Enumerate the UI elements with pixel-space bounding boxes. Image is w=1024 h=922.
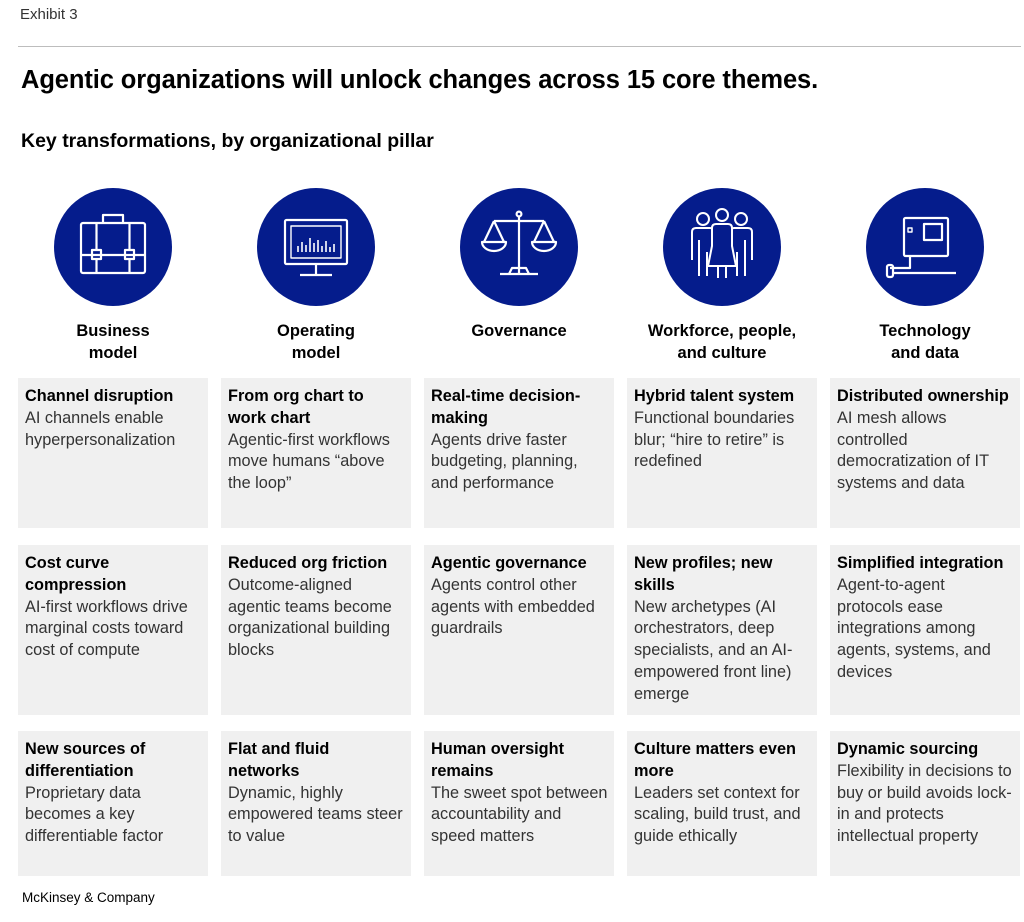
theme-cell: Reduced org friction Outcome-aligned age… xyxy=(221,545,411,715)
monitor-chart-icon xyxy=(257,188,375,306)
briefcase-icon xyxy=(54,188,172,306)
footer-brand: McKinsey & Company xyxy=(22,890,155,905)
theme-title: Simplified integration xyxy=(837,554,1004,572)
pillar-workforce: Workforce, people, and culture xyxy=(627,188,817,368)
theme-title: Real-time decision-making xyxy=(431,387,581,427)
header-divider xyxy=(18,46,1021,47)
theme-description: Functional boundaries blur; “hire to ret… xyxy=(634,408,795,471)
theme-title: From org chart to work chart xyxy=(228,387,364,427)
page-title: Agentic organizations will unlock change… xyxy=(21,66,819,94)
theme-description: The sweet spot between accountability an… xyxy=(431,783,608,846)
theme-description: Dynamic, highly empowered teams steer to… xyxy=(228,783,403,846)
theme-cell: Cost curve compression AI-first workflow… xyxy=(18,545,208,715)
theme-title: Reduced org friction xyxy=(228,554,388,572)
theme-cell: Simplified integration Agent-to-agent pr… xyxy=(830,545,1020,715)
themes-grid: Channel disruption AI channels enable hy… xyxy=(18,378,1020,878)
pillar-governance: Governance xyxy=(424,188,614,368)
device-chip-icon xyxy=(866,188,984,306)
theme-cell: Human oversight remains The sweet spot b… xyxy=(424,731,614,876)
theme-description: New archetypes (AI orchestrators, deep s… xyxy=(634,597,793,703)
pillar-label: Workforce, people, and culture xyxy=(647,322,797,362)
people-group-icon xyxy=(663,188,781,306)
theme-title: Culture matters even more xyxy=(634,740,796,780)
pillar-label: Technology and data xyxy=(879,322,971,362)
theme-title: Flat and fluid networks xyxy=(228,740,330,780)
theme-description: AI mesh allows controlled democratizatio… xyxy=(837,408,989,493)
theme-cell: New profiles; new skills New archetypes … xyxy=(627,545,817,715)
theme-description: Agent-to-agent protocols ease integratio… xyxy=(837,575,991,681)
theme-cell: From org chart to work chart Agentic-fir… xyxy=(221,378,411,528)
theme-description: Agents drive faster budgeting, planning,… xyxy=(431,430,578,493)
theme-cell: Distributed ownership AI mesh allows con… xyxy=(830,378,1020,528)
pillar-label: Governance xyxy=(471,322,567,340)
pillar-technology: Technology and data xyxy=(830,188,1020,368)
pillar-business-model: Business model xyxy=(18,188,208,368)
theme-title: Distributed ownership xyxy=(837,387,1009,405)
theme-cell: Channel disruption AI channels enable hy… xyxy=(18,378,208,528)
theme-title: Hybrid talent system xyxy=(634,387,795,405)
theme-cell: Dynamic sourcing Flexibility in decision… xyxy=(830,731,1020,876)
theme-cell: Culture matters even more Leaders set co… xyxy=(627,731,817,876)
theme-title: Dynamic sourcing xyxy=(837,740,979,758)
theme-title: New sources of differentiation xyxy=(25,740,146,780)
exhibit-label: Exhibit 3 xyxy=(20,6,78,23)
pillar-label: Business model xyxy=(76,322,150,362)
theme-title: Cost curve compression xyxy=(25,554,127,594)
pillar-label: Operating model xyxy=(277,322,355,362)
theme-title: Human oversight remains xyxy=(431,740,564,780)
theme-description: Proprietary data becomes a key different… xyxy=(25,783,164,846)
pillar-operating-model: Operating model xyxy=(221,188,411,368)
theme-description: Flexibility in decisions to buy or build… xyxy=(837,761,1012,846)
pillar-header-row: Business model xyxy=(18,188,1020,368)
theme-description: AI channels enable hyperpersonalization xyxy=(25,408,176,449)
scales-icon xyxy=(460,188,578,306)
theme-description: Agents control other agents with embedde… xyxy=(431,575,595,638)
theme-cell: Real-time decision-making Agents drive f… xyxy=(424,378,614,528)
theme-description: Leaders set context for scaling, build t… xyxy=(634,783,801,846)
theme-cell: Flat and fluid networks Dynamic, highly … xyxy=(221,731,411,876)
theme-description: Agentic-first workflows move humans “abo… xyxy=(228,430,390,493)
theme-description: Outcome-aligned agentic teams become org… xyxy=(228,575,392,660)
theme-cell: New sources of differentiation Proprieta… xyxy=(18,731,208,876)
theme-title: New profiles; new skills xyxy=(634,554,773,594)
theme-cell: Hybrid talent system Functional boundari… xyxy=(627,378,817,528)
theme-title: Channel disruption xyxy=(25,387,174,405)
theme-title: Agentic governance xyxy=(431,554,587,572)
theme-cell: Agentic governance Agents control other … xyxy=(424,545,614,715)
page-subtitle: Key transformations, by organizational p… xyxy=(21,130,434,152)
theme-description: AI-first workflows drive marginal costs … xyxy=(25,597,188,660)
